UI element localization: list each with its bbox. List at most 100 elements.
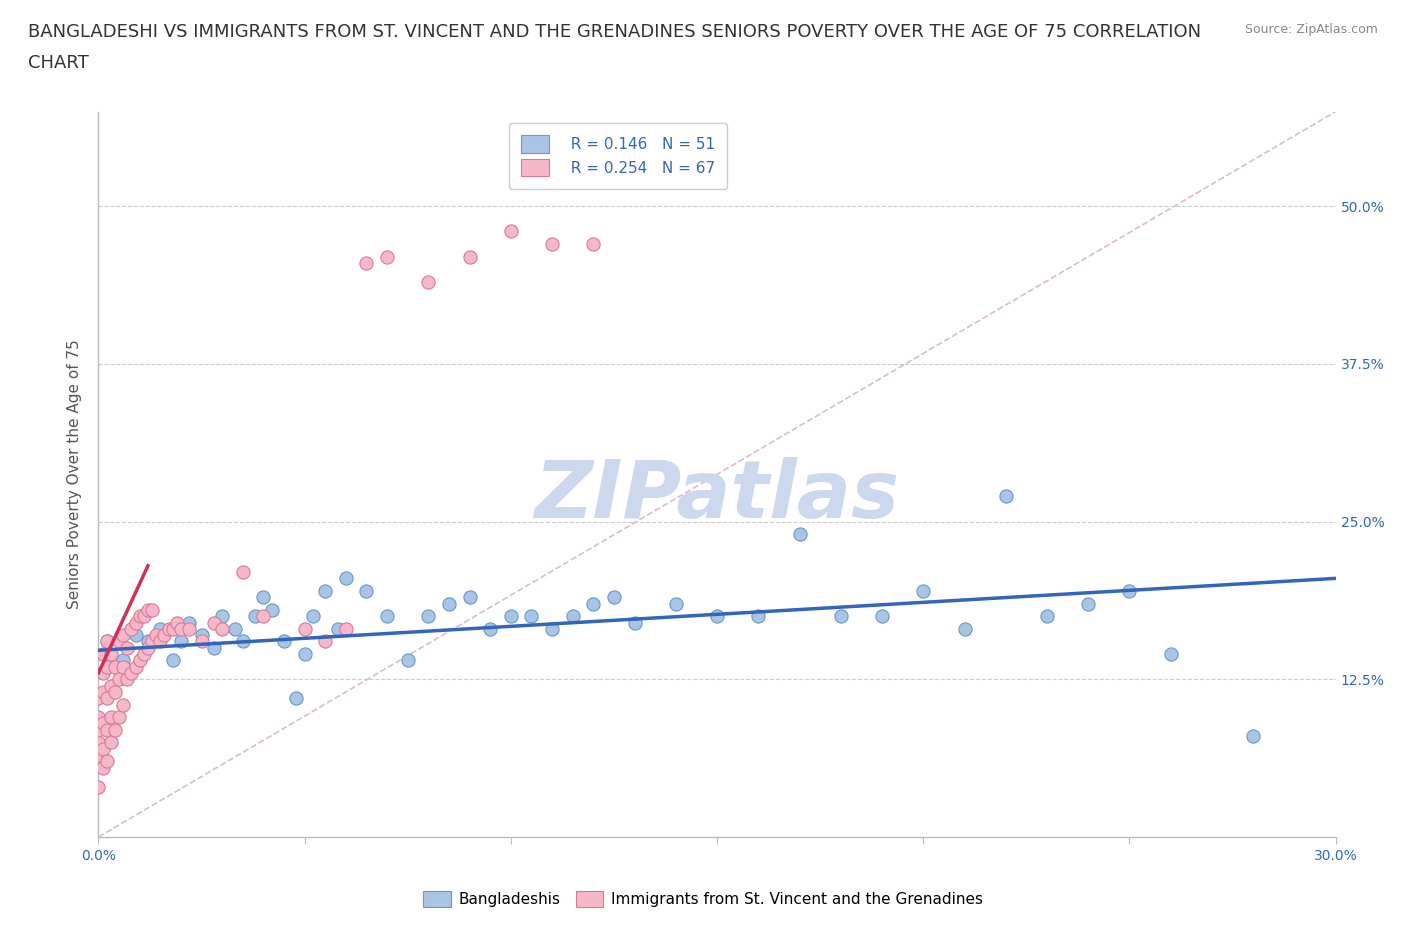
Point xyxy=(87,691,110,706)
Point xyxy=(120,621,142,636)
Point xyxy=(335,621,357,636)
Point xyxy=(117,641,139,656)
Point xyxy=(224,621,246,636)
Point xyxy=(136,634,159,649)
Text: BANGLADESHI VS IMMIGRANTS FROM ST. VINCENT AND THE GRENADINES SENIORS POVERTY OV: BANGLADESHI VS IMMIGRANTS FROM ST. VINCE… xyxy=(28,23,1201,41)
Point xyxy=(170,634,193,649)
Point xyxy=(458,590,481,604)
Point xyxy=(252,590,274,604)
Point xyxy=(499,224,522,239)
Point xyxy=(1036,609,1059,624)
Point xyxy=(582,596,605,611)
Point xyxy=(162,653,184,668)
Point xyxy=(124,628,146,643)
Point xyxy=(789,526,811,541)
Point xyxy=(91,741,114,756)
Point xyxy=(141,634,163,649)
Point xyxy=(326,621,349,636)
Point xyxy=(623,615,645,630)
Point xyxy=(87,779,110,794)
Point xyxy=(87,748,110,763)
Point xyxy=(1241,728,1264,743)
Point xyxy=(830,609,852,624)
Point xyxy=(132,609,155,624)
Point xyxy=(285,691,308,706)
Point xyxy=(541,236,564,251)
Y-axis label: Seniors Poverty Over the Age of 75: Seniors Poverty Over the Age of 75 xyxy=(67,339,83,609)
Point xyxy=(1160,646,1182,661)
Point xyxy=(91,666,114,681)
Point xyxy=(665,596,688,611)
Point xyxy=(96,691,118,706)
Point xyxy=(232,634,254,649)
Point xyxy=(870,609,893,624)
Point xyxy=(314,634,336,649)
Point xyxy=(418,274,440,289)
Point xyxy=(953,621,976,636)
Point xyxy=(582,236,605,251)
Point xyxy=(96,634,118,649)
Point xyxy=(166,615,188,630)
Point xyxy=(396,653,419,668)
Point xyxy=(91,760,114,775)
Point xyxy=(202,615,225,630)
Point xyxy=(190,628,212,643)
Point xyxy=(252,609,274,624)
Point xyxy=(499,609,522,624)
Point xyxy=(96,754,118,769)
Point xyxy=(294,646,316,661)
Point xyxy=(190,634,212,649)
Point xyxy=(120,666,142,681)
Point xyxy=(104,723,127,737)
Point xyxy=(260,603,283,618)
Point xyxy=(418,609,440,624)
Point xyxy=(747,609,769,624)
Point xyxy=(100,646,122,661)
Point xyxy=(96,634,118,649)
Point xyxy=(112,628,135,643)
Text: CHART: CHART xyxy=(28,54,89,72)
Point xyxy=(141,603,163,618)
Point xyxy=(1118,583,1140,598)
Point xyxy=(128,653,150,668)
Point xyxy=(162,621,184,636)
Point xyxy=(132,646,155,661)
Point xyxy=(91,684,114,699)
Point xyxy=(157,621,180,636)
Point xyxy=(202,641,225,656)
Point xyxy=(149,621,172,636)
Point xyxy=(112,659,135,674)
Point xyxy=(211,609,233,624)
Point xyxy=(145,628,167,643)
Point xyxy=(458,249,481,264)
Point xyxy=(100,710,122,724)
Point xyxy=(179,615,201,630)
Point xyxy=(273,634,295,649)
Point xyxy=(124,659,146,674)
Point xyxy=(314,583,336,598)
Point xyxy=(179,621,201,636)
Point xyxy=(91,646,114,661)
Point xyxy=(87,710,110,724)
Point xyxy=(108,671,131,686)
Point xyxy=(375,609,398,624)
Point xyxy=(294,621,316,636)
Point xyxy=(128,609,150,624)
Point xyxy=(124,615,146,630)
Point xyxy=(112,653,135,668)
Point xyxy=(170,621,193,636)
Point xyxy=(91,716,114,731)
Point xyxy=(108,634,131,649)
Point xyxy=(232,565,254,579)
Point xyxy=(479,621,502,636)
Point xyxy=(375,249,398,264)
Point xyxy=(108,710,131,724)
Point xyxy=(912,583,935,598)
Point xyxy=(706,609,728,624)
Point xyxy=(117,671,139,686)
Point xyxy=(100,678,122,693)
Point xyxy=(603,590,626,604)
Text: Source: ZipAtlas.com: Source: ZipAtlas.com xyxy=(1244,23,1378,36)
Point xyxy=(1077,596,1099,611)
Point xyxy=(335,571,357,586)
